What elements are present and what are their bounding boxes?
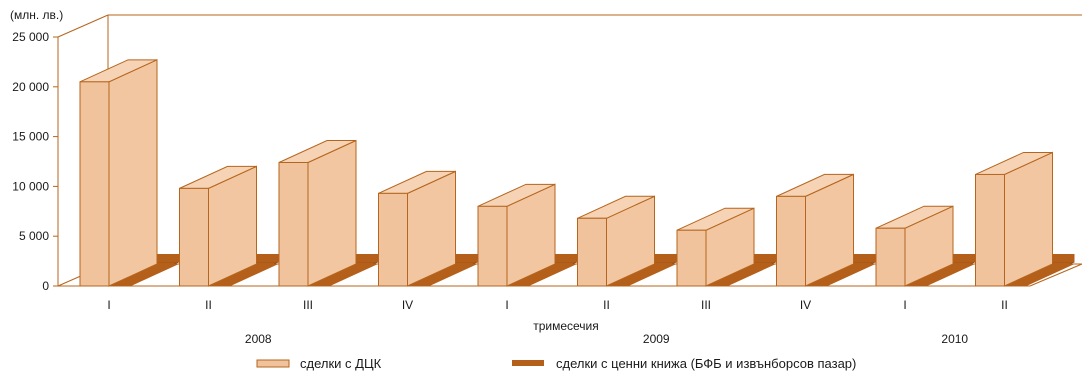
y-tick-label: 5 000 bbox=[19, 229, 49, 243]
bar-dck bbox=[577, 195, 655, 287]
bar-securities-back bbox=[654, 254, 677, 262]
frame-top-diagonal bbox=[57, 14, 109, 38]
bar-dck-front bbox=[875, 227, 906, 287]
bar-dck bbox=[278, 139, 357, 287]
frame-right-floor-edge bbox=[1029, 263, 1083, 287]
y-tick-label: 0 bbox=[42, 279, 49, 293]
bar-dck-side bbox=[1004, 151, 1053, 287]
bar-securities-floor bbox=[109, 264, 179, 286]
bar-dck-side bbox=[108, 59, 158, 287]
y-tick-label: 25 000 bbox=[12, 30, 49, 44]
bar-securities-floor bbox=[706, 264, 776, 286]
x-tick-label: III bbox=[303, 298, 313, 312]
bar-dck bbox=[79, 59, 158, 287]
y-tick-label: 10 000 bbox=[12, 179, 49, 193]
x-tick-label: I bbox=[903, 298, 906, 312]
bar-securities-back bbox=[953, 254, 975, 262]
year-label: 2008 bbox=[245, 332, 272, 346]
bar-securities-floor bbox=[905, 264, 975, 286]
bar-dck bbox=[875, 205, 954, 287]
y-axis-title: (млн. лв.) bbox=[10, 8, 63, 22]
bar-securities-back bbox=[455, 254, 478, 262]
x-tick-label: II bbox=[1001, 298, 1008, 312]
bar-dck-front bbox=[676, 229, 707, 287]
bar-dck bbox=[975, 151, 1053, 287]
bar-securities-back bbox=[754, 254, 776, 262]
x-tick-label: I bbox=[107, 298, 110, 312]
legend-item-dck: сделки с ДЦК bbox=[256, 356, 382, 371]
bar-dck-front bbox=[577, 217, 607, 287]
legend-swatch-securities bbox=[512, 360, 544, 366]
legend-swatch-dck bbox=[256, 359, 290, 368]
bar-dck-front bbox=[975, 173, 1005, 287]
bar-dck bbox=[477, 183, 556, 287]
x-tick-label: II bbox=[603, 298, 610, 312]
y-axis: (млн. лв.) 0 5 000 10 000 15 000 20 000 25 00… bbox=[10, 8, 63, 293]
bar-securities-floor bbox=[805, 264, 876, 286]
bar-dck-front bbox=[776, 195, 806, 287]
bars-layer bbox=[79, 59, 1075, 287]
x-tick-label: IV bbox=[402, 298, 413, 312]
bar-securities-floor bbox=[1004, 264, 1075, 286]
bar-dck-front bbox=[278, 161, 309, 287]
bar-securities-back bbox=[555, 254, 577, 262]
bar-dck-front bbox=[477, 205, 508, 287]
x-tick-label: IV bbox=[800, 298, 811, 312]
bar-dck bbox=[179, 165, 257, 287]
bar-securities-back bbox=[1052, 254, 1075, 262]
bar-dck-front bbox=[378, 192, 408, 287]
bar-securities-back bbox=[356, 254, 378, 262]
bar-securities-back bbox=[853, 254, 876, 262]
bar-dck-side bbox=[307, 139, 357, 287]
bar-dck bbox=[776, 173, 854, 287]
year-label: 2009 bbox=[643, 332, 670, 346]
bar-securities-floor bbox=[208, 264, 279, 286]
legend: сделки с ДЦК сделки с ценни книжа (БФБ и… bbox=[256, 356, 856, 371]
bar-securities-back bbox=[256, 254, 279, 262]
x-tick-label: II bbox=[205, 298, 212, 312]
y-tick-label: 15 000 bbox=[12, 130, 49, 144]
y-tick-label: 20 000 bbox=[12, 80, 49, 94]
legend-item-securities: сделки с ценни книжа (БФБ и извънборсов … bbox=[512, 356, 856, 371]
bar-securities-floor bbox=[507, 264, 577, 286]
legend-label-securities: сделки с ценни книжа (БФБ и извънборсов … bbox=[556, 356, 856, 371]
x-tick-label: I bbox=[505, 298, 508, 312]
bar-securities-floor bbox=[606, 264, 677, 286]
bar-securities-back bbox=[157, 254, 179, 262]
bar-dck-front bbox=[179, 187, 209, 287]
bar-dck bbox=[378, 170, 456, 287]
legend-label-dck: сделки с ДЦК bbox=[300, 356, 382, 371]
bar-securities-floor bbox=[308, 264, 378, 286]
bar-dck-front bbox=[79, 81, 110, 287]
x-tick-label: III bbox=[701, 298, 711, 312]
x-axis-title: тримесечия bbox=[533, 319, 599, 333]
bar-dck bbox=[676, 207, 755, 287]
year-label: 2010 bbox=[941, 332, 968, 346]
bar-securities-floor bbox=[407, 264, 478, 286]
